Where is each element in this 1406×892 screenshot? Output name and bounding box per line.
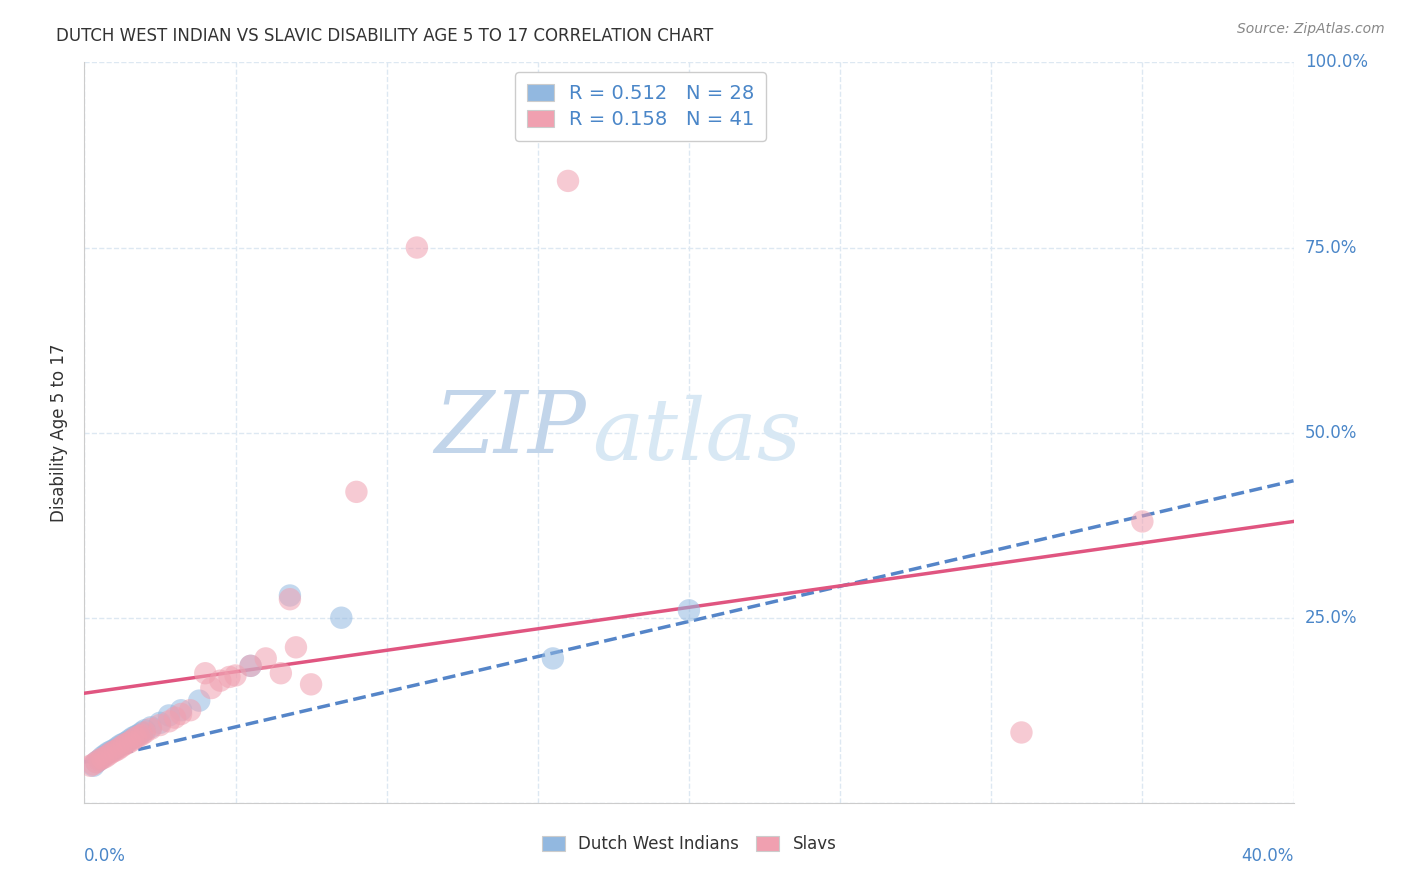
Text: 75.0%: 75.0%	[1305, 238, 1357, 257]
Point	[86, 755, 108, 769]
Point	[179, 703, 201, 717]
Point	[330, 610, 353, 624]
Point	[170, 706, 193, 721]
Point	[79, 758, 101, 772]
Point	[1011, 725, 1033, 739]
Point	[104, 744, 127, 758]
Y-axis label: Disability Age 5 to 17: Disability Age 5 to 17	[51, 343, 69, 522]
Point	[112, 737, 135, 751]
Point	[125, 731, 148, 745]
Text: ZIP: ZIP	[434, 388, 586, 470]
Text: atlas: atlas	[592, 395, 801, 477]
Point	[118, 732, 141, 747]
Point	[225, 668, 247, 682]
Point	[149, 715, 172, 730]
Point	[104, 742, 127, 756]
Point	[239, 658, 262, 673]
Point	[157, 714, 180, 729]
Point	[100, 744, 122, 758]
Point	[254, 651, 277, 665]
Point	[89, 753, 111, 767]
Point	[94, 750, 117, 764]
Point	[346, 484, 368, 499]
Point	[107, 740, 129, 755]
Point	[406, 240, 429, 255]
Point	[100, 746, 122, 760]
Point	[118, 735, 141, 749]
Point	[125, 729, 148, 743]
Point	[121, 732, 143, 747]
Point	[188, 693, 211, 707]
Text: 40.0%: 40.0%	[1241, 847, 1294, 865]
Point	[239, 658, 262, 673]
Point	[278, 592, 301, 607]
Point	[112, 738, 135, 752]
Point	[110, 740, 132, 755]
Point	[139, 722, 162, 736]
Point	[149, 718, 172, 732]
Point	[541, 651, 564, 665]
Point	[678, 603, 700, 617]
Text: Source: ZipAtlas.com: Source: ZipAtlas.com	[1237, 22, 1385, 37]
Point	[194, 666, 217, 681]
Point	[115, 735, 138, 749]
Point	[139, 720, 162, 734]
Point	[131, 728, 153, 742]
Text: 0.0%: 0.0%	[84, 847, 127, 865]
Text: DUTCH WEST INDIAN VS SLAVIC DISABILITY AGE 5 TO 17 CORRELATION CHART: DUTCH WEST INDIAN VS SLAVIC DISABILITY A…	[56, 27, 713, 45]
Legend: Dutch West Indians, Slavs: Dutch West Indians, Slavs	[533, 826, 845, 861]
Point	[91, 750, 114, 764]
Point	[299, 677, 322, 691]
Text: 25.0%: 25.0%	[1305, 608, 1357, 627]
Point	[285, 640, 308, 655]
Point	[91, 751, 114, 765]
Point	[107, 742, 129, 756]
Point	[278, 589, 301, 603]
Point	[270, 666, 292, 681]
Point	[86, 755, 108, 769]
Point	[131, 725, 153, 739]
Point	[1130, 515, 1153, 529]
Point	[128, 729, 150, 743]
Point	[557, 174, 579, 188]
Point	[97, 747, 120, 762]
Point	[115, 737, 138, 751]
Text: 50.0%: 50.0%	[1305, 424, 1357, 442]
Point	[170, 703, 193, 717]
Point	[121, 731, 143, 745]
Point	[82, 758, 104, 772]
Point	[82, 757, 104, 772]
Point	[200, 681, 222, 695]
Point	[209, 673, 232, 688]
Point	[110, 738, 132, 752]
Point	[94, 747, 117, 762]
Text: 100.0%: 100.0%	[1305, 54, 1368, 71]
Point	[165, 711, 187, 725]
Point	[157, 708, 180, 723]
Point	[134, 723, 156, 738]
Point	[134, 725, 156, 739]
Point	[97, 746, 120, 760]
Point	[89, 753, 111, 767]
Point	[218, 670, 240, 684]
Point	[128, 728, 150, 742]
